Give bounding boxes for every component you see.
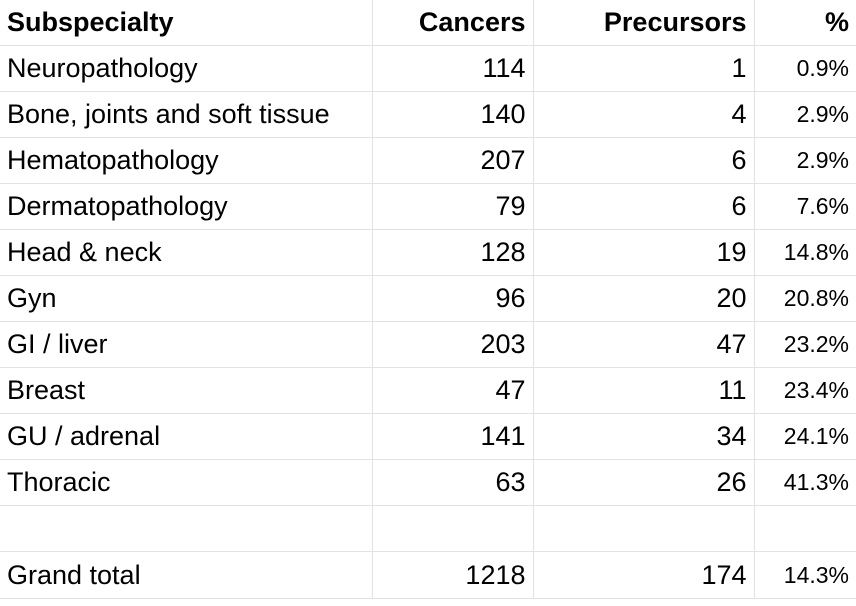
cell-precursors[interactable]: 11 <box>533 367 755 414</box>
table-body: Neuropathology 114 1 0.9% Bone, joints a… <box>0 45 856 599</box>
cell-cancers[interactable]: 114 <box>372 45 534 92</box>
cell-cancers[interactable]: 207 <box>372 137 534 184</box>
cell-subspecialty[interactable]: Neuropathology <box>0 45 373 92</box>
header-subspecialty[interactable]: Subspecialty <box>0 0 373 46</box>
cell-subspecialty[interactable]: Gyn <box>0 275 373 322</box>
empty-row <box>0 505 856 552</box>
table-row: Neuropathology 114 1 0.9% <box>0 45 856 92</box>
cell-percent[interactable]: 24.1% <box>754 413 856 460</box>
cell-percent[interactable]: 2.9% <box>754 91 856 138</box>
cell-precursors[interactable]: 6 <box>533 137 755 184</box>
cell-percent[interactable]: 41.3% <box>754 459 856 506</box>
cell-cancers[interactable]: 96 <box>372 275 534 322</box>
empty-cell[interactable] <box>754 505 856 552</box>
cell-precursors[interactable]: 20 <box>533 275 755 322</box>
table-row: Gyn 96 20 20.8% <box>0 275 856 322</box>
cell-subspecialty[interactable]: Hematopathology <box>0 137 373 184</box>
grand-total-row: Grand total 1218 174 14.3% <box>0 551 856 599</box>
table-row: GU / adrenal 141 34 24.1% <box>0 413 856 460</box>
cell-precursors[interactable]: 19 <box>533 229 755 276</box>
header-precursors[interactable]: Precursors <box>533 0 755 46</box>
cell-precursors[interactable]: 1 <box>533 45 755 92</box>
cell-percent[interactable]: 23.2% <box>754 321 856 368</box>
cell-total-cancers[interactable]: 1218 <box>372 551 534 599</box>
cell-percent[interactable]: 14.8% <box>754 229 856 276</box>
cell-subspecialty[interactable]: GI / liver <box>0 321 373 368</box>
cell-precursors[interactable]: 26 <box>533 459 755 506</box>
table-row: GI / liver 203 47 23.2% <box>0 321 856 368</box>
cell-precursors[interactable]: 34 <box>533 413 755 460</box>
cell-precursors[interactable]: 4 <box>533 91 755 138</box>
cell-subspecialty[interactable]: GU / adrenal <box>0 413 373 460</box>
header-cancers[interactable]: Cancers <box>372 0 534 46</box>
cell-subspecialty[interactable]: Bone, joints and soft tissue <box>0 91 373 138</box>
cell-subspecialty[interactable]: Dermatopathology <box>0 183 373 230</box>
table-header: Subspecialty Cancers Precursors % <box>0 0 856 46</box>
cell-cancers[interactable]: 63 <box>372 459 534 506</box>
cell-grand-total-label[interactable]: Grand total <box>0 551 373 599</box>
empty-cell[interactable] <box>533 505 755 552</box>
cell-percent[interactable]: 23.4% <box>754 367 856 414</box>
cell-percent[interactable]: 0.9% <box>754 45 856 92</box>
empty-cell[interactable] <box>0 505 373 552</box>
header-row: Subspecialty Cancers Precursors % <box>0 0 856 46</box>
cell-percent[interactable]: 7.6% <box>754 183 856 230</box>
table-row: Bone, joints and soft tissue 140 4 2.9% <box>0 91 856 138</box>
cell-cancers[interactable]: 141 <box>372 413 534 460</box>
table-row: Breast 47 11 23.4% <box>0 367 856 414</box>
cell-cancers[interactable]: 47 <box>372 367 534 414</box>
cell-precursors[interactable]: 47 <box>533 321 755 368</box>
table-row: Thoracic 63 26 41.3% <box>0 459 856 506</box>
table-row: Hematopathology 207 6 2.9% <box>0 137 856 184</box>
cell-subspecialty[interactable]: Breast <box>0 367 373 414</box>
header-percent[interactable]: % <box>754 0 856 46</box>
cell-total-precursors[interactable]: 174 <box>533 551 755 599</box>
cell-total-percent[interactable]: 14.3% <box>754 551 856 599</box>
cell-subspecialty[interactable]: Thoracic <box>0 459 373 506</box>
table-row: Dermatopathology 79 6 7.6% <box>0 183 856 230</box>
cell-cancers[interactable]: 128 <box>372 229 534 276</box>
table-row: Head & neck 128 19 14.8% <box>0 229 856 276</box>
cell-cancers[interactable]: 79 <box>372 183 534 230</box>
cell-percent[interactable]: 20.8% <box>754 275 856 322</box>
empty-cell[interactable] <box>372 505 534 552</box>
cell-precursors[interactable]: 6 <box>533 183 755 230</box>
cell-percent[interactable]: 2.9% <box>754 137 856 184</box>
cell-cancers[interactable]: 140 <box>372 91 534 138</box>
cell-cancers[interactable]: 203 <box>372 321 534 368</box>
cell-subspecialty[interactable]: Head & neck <box>0 229 373 276</box>
